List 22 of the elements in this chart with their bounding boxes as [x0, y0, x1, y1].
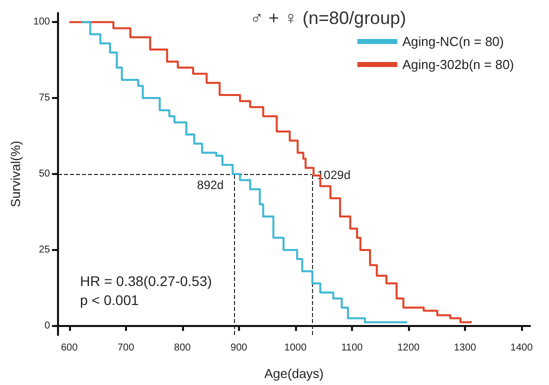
- x-tick-label: 1300: [454, 342, 477, 354]
- x-tick-label: 1100: [341, 342, 364, 354]
- ref-line-label: 892d: [197, 178, 224, 192]
- legend-label: Aging-NC(n = 80): [402, 34, 504, 49]
- y-tick-label: 50: [38, 168, 50, 180]
- x-tick-label: 900: [230, 342, 248, 354]
- x-axis-title: Age(days): [264, 366, 324, 381]
- x-tick-label: 1200: [397, 342, 420, 354]
- x-tick-label: 700: [117, 342, 135, 354]
- x-tick-label: 800: [174, 342, 192, 354]
- legend-label: Aging-302b(n = 80): [402, 57, 514, 72]
- x-tick-label: 1400: [510, 342, 534, 354]
- y-tick-label: 25: [38, 244, 50, 256]
- y-tick-label: 100: [33, 16, 50, 28]
- annotation: p < 0.001: [80, 292, 139, 308]
- x-tick-label: 600: [60, 342, 78, 354]
- y-axis-title: Survival(%): [8, 140, 23, 208]
- y-tick-label: 0: [44, 320, 50, 332]
- x-tick-label: 1000: [284, 342, 307, 354]
- y-tick-label: 75: [38, 92, 50, 104]
- chart-title: ♂ + ♀ (n=80/group): [250, 8, 406, 28]
- annotation: HR = 0.38(0.27-0.53): [80, 273, 212, 289]
